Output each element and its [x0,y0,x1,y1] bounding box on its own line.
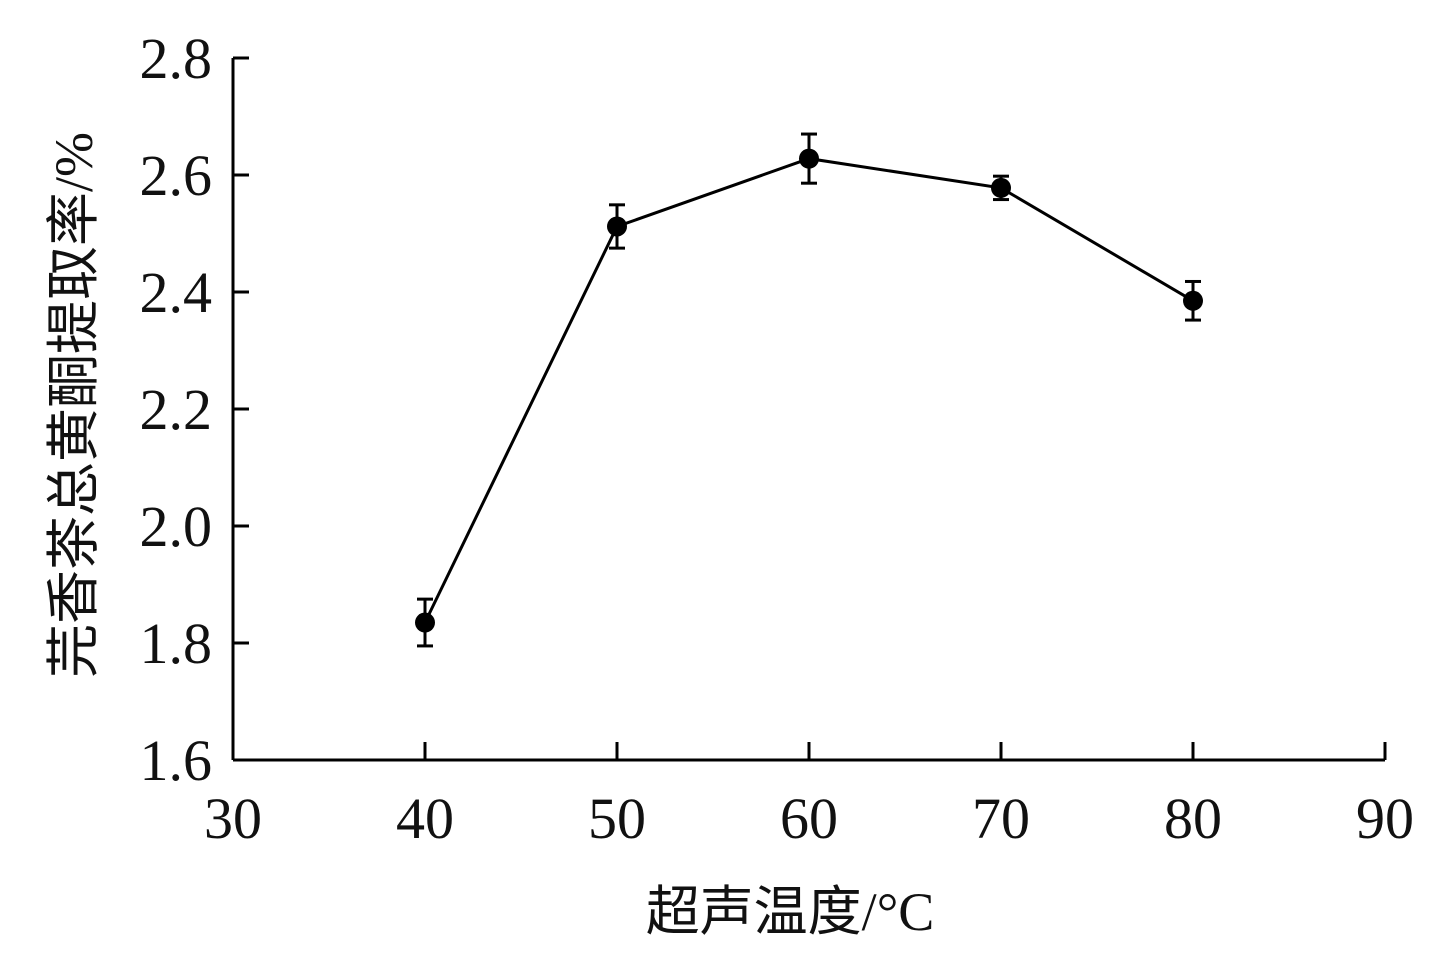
y-tick-label: 2.8 [140,26,213,91]
tick-labels: 30 40 50 60 70 80 90 1.6 1.8 2.0 2.2 2.4 2.6 2.8 [140,26,1415,851]
y-tick-label: 2.6 [140,143,213,208]
data-point [799,148,819,169]
y-tick-label: 1.8 [140,611,213,676]
x-tick-label: 90 [1356,786,1414,851]
data-point [607,216,627,237]
x-tick-label: 40 [396,786,454,851]
y-tick-label: 2.4 [140,260,213,325]
y-tick-label: 1.6 [140,728,213,793]
x-tick-label: 70 [972,786,1030,851]
series-line [423,157,1194,624]
data-point [991,177,1011,198]
y-tick-label: 2.2 [140,377,213,442]
x-axis-title: 超声温度/°C [646,882,935,942]
y-tick-label: 2.0 [140,494,213,559]
x-tick-label: 80 [1164,786,1222,851]
x-tick-label: 30 [204,786,262,851]
data-point [415,612,435,633]
data-point [1183,290,1203,311]
axes [231,56,1387,762]
y-axis-title: 芫香茶总黄酮提取率/% [44,132,104,678]
data-series [415,132,1203,648]
x-tick-label: 60 [780,786,838,851]
x-tick-label: 50 [588,786,646,851]
